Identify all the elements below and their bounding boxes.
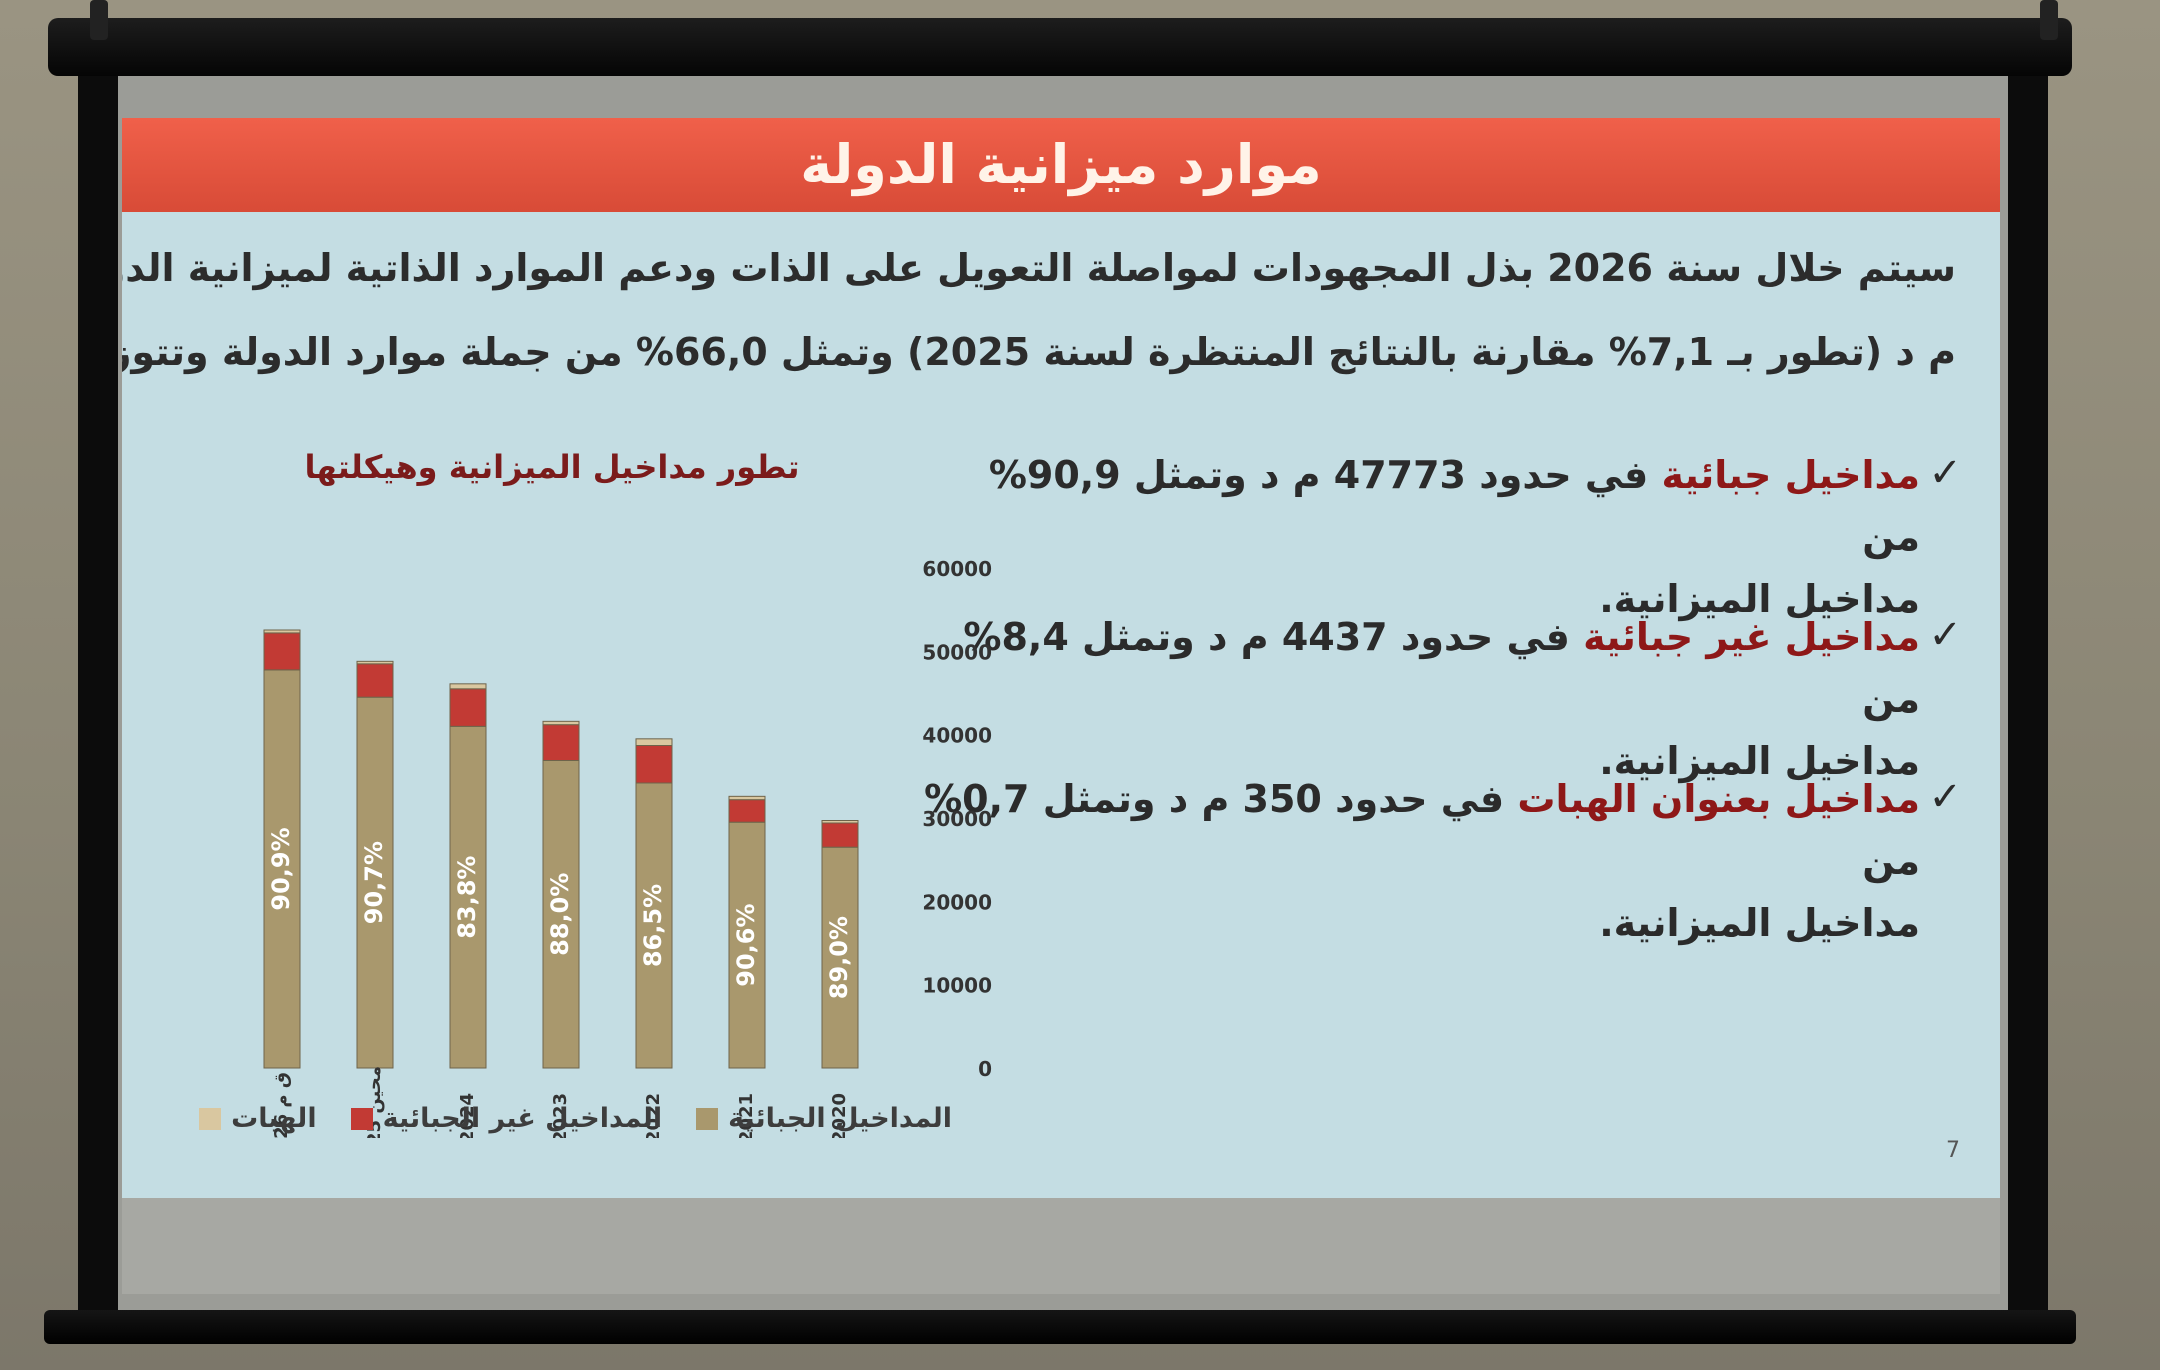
legend-item: الهبات [199, 1103, 317, 1134]
bar-segment-grants [821, 820, 859, 824]
bar-segment-non-tax [728, 799, 766, 823]
bar-segment-non-tax [635, 745, 673, 784]
bar-percent-label: 86,5% [639, 884, 667, 967]
x-category-label: 2021 [736, 1093, 757, 1138]
bar-segment-grants [263, 629, 301, 634]
chart-legend: المداخيل الجبائية المداخيل غير الجبائية ال… [192, 1103, 952, 1134]
screen-hook-left [90, 0, 108, 40]
bar-segment-non-tax [542, 724, 580, 761]
bar-segment-grants [449, 683, 487, 690]
y-tick-label: 0 [978, 1057, 992, 1081]
bar-segment-non-tax [821, 822, 859, 848]
revenue-bar-chart: 60000 50000 40000 30000 20000 10000 0 90,9% ق م … [263, 557, 992, 1138]
y-tick-label: 40000 [922, 724, 992, 748]
screen-bottom-rod [44, 1310, 2076, 1344]
bar-percent-label: 83,8% [453, 856, 481, 939]
bullet-text-line2: مداخيل الميزانية. [1599, 901, 1920, 945]
x-category-label: 2023 [550, 1093, 571, 1138]
bar-segment-tax [356, 696, 394, 1069]
intro-line-2: م د (تطور بـ 7,1% مقارنة بالنتائج المنتظ… [122, 330, 1956, 374]
presentation-slide: موارد ميزانية الدولة سيتم خلال سنة 2026 … [122, 118, 2000, 1198]
bullet-label: مداخيل غير جبائية [1583, 615, 1920, 659]
intro-line-1: سيتم خلال سنة 2026 بذل المجهودات لمواصلة… [122, 246, 1956, 290]
bar-segment-grants [635, 738, 673, 747]
y-tick-label: 10000 [922, 974, 992, 998]
bullet-text: في حدود 47773 م د وتمثل 90,9% من [988, 453, 1920, 559]
x-category-label: 2022 [643, 1093, 664, 1138]
bullet-label: مداخيل بعنوان الهبات [1517, 777, 1920, 821]
check-icon: ✓ [1928, 612, 1962, 658]
legend-item: المداخيل غير الجبائية [350, 1103, 663, 1134]
title-bar [122, 118, 2000, 212]
legend-swatch [696, 1107, 719, 1130]
screen-frame-left [78, 60, 118, 1320]
bar-percent-label: 90,7% [360, 841, 388, 924]
bar-segment-tax [542, 760, 580, 1069]
y-tick-label: 60000 [922, 557, 992, 581]
chart-title: تطور مداخيل الميزانية وهيكلتها [304, 448, 800, 486]
bar-segment-non-tax [449, 688, 487, 727]
slide-title: موارد ميزانية الدولة [800, 133, 1322, 196]
bar-percent-label: 90,6% [732, 903, 760, 986]
page-number: 7 [1946, 1138, 1960, 1163]
bullet-text: في حدود 4437 م د وتمثل 8,4% من [963, 615, 1920, 721]
bullet-text-line2: مداخيل الميزانية. [1599, 577, 1920, 621]
bar-segment-tax [821, 846, 859, 1069]
legend-label: المداخيل الجبائية [728, 1103, 952, 1134]
screen-lower-area [122, 1198, 2000, 1294]
bullet-grants-revenue: مداخيل بعنوان الهبات في حدود 350 م د وتم… [920, 768, 1920, 954]
legend-swatch [199, 1107, 222, 1130]
bullet-label: مداخيل جبائية [1661, 453, 1920, 497]
bar-percent-label: 89,0% [825, 916, 853, 999]
legend-swatch [350, 1107, 373, 1130]
screen-frame-right [2008, 60, 2048, 1320]
bar-percent-label: 88,0% [546, 873, 574, 956]
x-category-label: 2020 [829, 1093, 850, 1138]
y-tick-label: 20000 [922, 890, 992, 914]
screen-hook-right [2040, 0, 2058, 40]
x-category-label: 2024 [457, 1093, 478, 1138]
bar-segment-grants [542, 720, 580, 726]
bar-percent-label: 90,9% [267, 827, 295, 910]
bar-segment-tax [728, 821, 766, 1069]
screen-top-rod [48, 18, 2072, 76]
bar-segment-grants [356, 660, 394, 665]
bullet-non-tax-revenue: مداخيل غير جبائية في حدود 4437 م د وتمثل… [920, 606, 1920, 792]
bullet-text: في حدود 350 م د وتمثل 0,7% من [924, 777, 1920, 883]
intro-text: سيتم خلال سنة 2026 بذل المجهودات لمواصلة… [122, 246, 1956, 290]
y-tick-label: 50000 [922, 640, 992, 664]
bar-segment-tax [263, 669, 301, 1069]
bar-segment-non-tax [263, 632, 301, 671]
bar-segment-tax [449, 725, 487, 1069]
legend-label: المداخيل غير الجبائية [382, 1103, 663, 1134]
legend-label: الهبات [231, 1103, 317, 1134]
bullet-text-line2: مداخيل الميزانية. [1599, 739, 1920, 783]
bullet-tax-revenue: مداخيل جبائية في حدود 47773 م د وتمثل 90… [920, 444, 1920, 630]
check-icon: ✓ [1928, 774, 1962, 820]
bar-segment-tax [635, 782, 673, 1069]
check-icon: ✓ [1928, 450, 1962, 496]
bar-segment-grants [728, 795, 766, 801]
y-tick-label: 30000 [922, 807, 992, 831]
bar-segment-non-tax [356, 663, 394, 698]
x-category-label: ق م 2026 [271, 1072, 292, 1138]
legend-item: المداخيل الجبائية [696, 1103, 952, 1134]
